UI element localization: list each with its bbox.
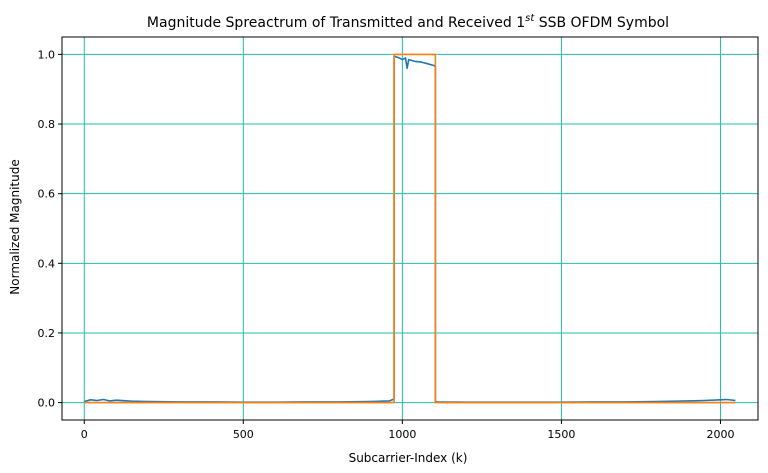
x-tick-label: 0: [81, 428, 88, 441]
grid-lines: [62, 37, 758, 420]
y-tick-label: 0.8: [38, 118, 56, 131]
chart-title-suffix: SSB OFDM Symbol: [534, 15, 669, 31]
x-tick-label: 2000: [706, 428, 734, 441]
y-tick-label: 0.2: [38, 327, 56, 340]
plot-frame: [61, 36, 759, 421]
x-axis-ticks: 0 500 1000 1500 2000: [81, 420, 734, 441]
chart-title-superscript: st: [525, 13, 535, 24]
x-tick-label: 500: [233, 428, 254, 441]
x-axis-label: Subcarrier-Index (k): [349, 451, 468, 465]
series-layer: [84, 53, 736, 404]
series-line-1: [84, 55, 736, 403]
y-tick-label: 1.0: [38, 48, 56, 61]
y-axis-ticks: 0.0 0.2 0.4 0.6 0.8 1.0: [38, 48, 62, 410]
y-axis-label: Normalized Magnitude: [8, 159, 22, 294]
chart-title: Magnitude Spreactrum of Transmitted and …: [147, 13, 669, 31]
y-tick-label: 0.4: [38, 257, 56, 270]
series-line-2: [84, 53, 736, 404]
x-tick-label: 1500: [547, 428, 575, 441]
y-tick-label: 0.6: [38, 188, 56, 201]
chart-title-main: Magnitude Spreactrum of Transmitted and …: [147, 15, 525, 31]
y-tick-label: 0.0: [38, 397, 56, 410]
x-tick-label: 1000: [388, 428, 416, 441]
